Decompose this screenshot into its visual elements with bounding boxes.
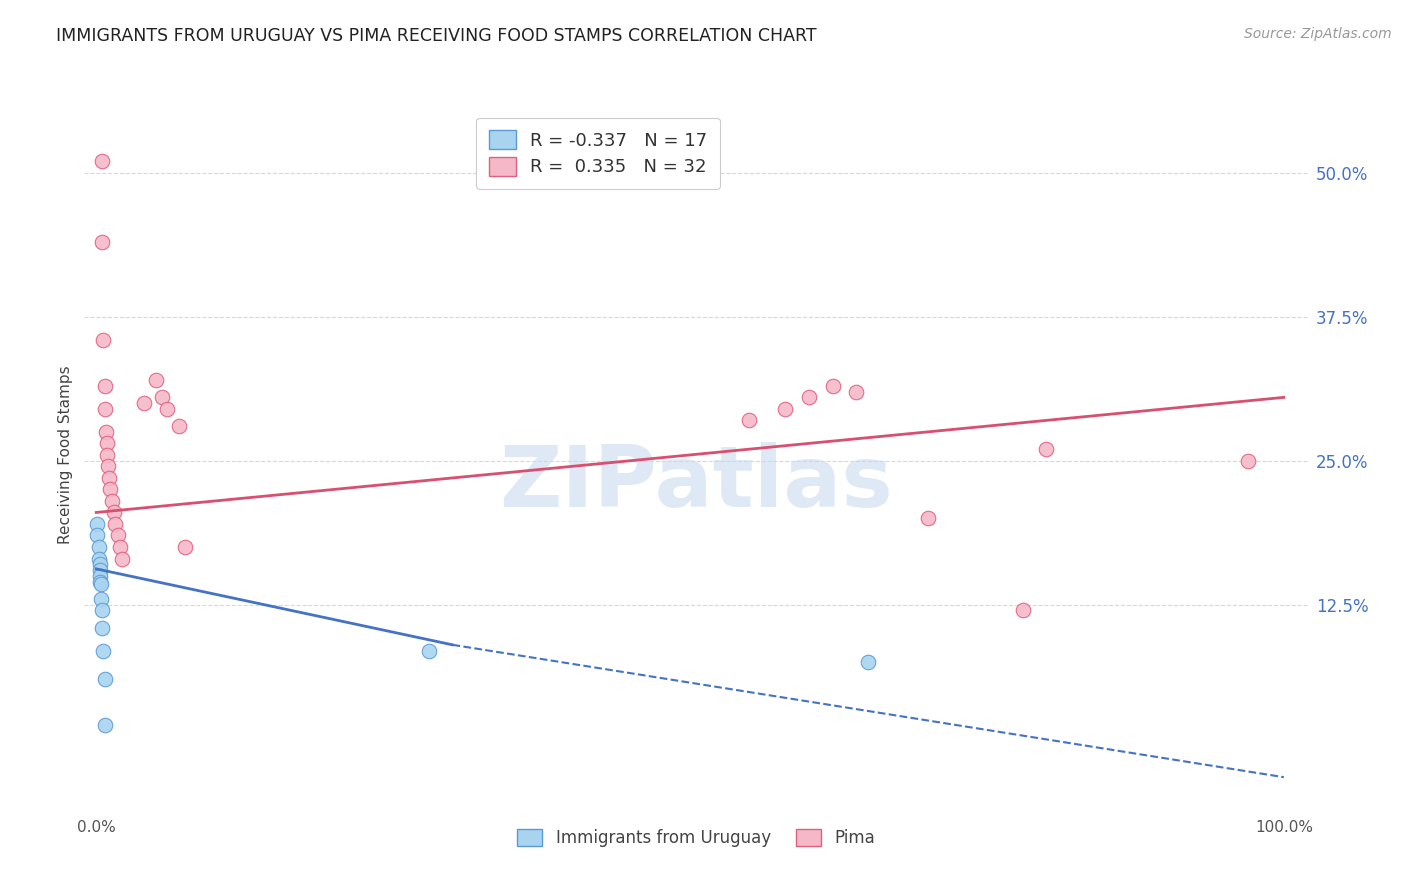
Point [89,574,111,589]
Point [100,483,122,497]
Point [418,643,440,657]
Point [917,511,939,525]
Legend: Immigrants from Uruguay, Pima: Immigrants from Uruguay, Pima [510,822,882,854]
Text: Source: ZipAtlas.com: Source: ZipAtlas.com [1244,27,1392,41]
Point [821,379,844,393]
Point [87,540,110,554]
Point [86,528,108,542]
Point [103,506,125,520]
Point [93,643,115,657]
Point [108,540,131,554]
Text: IMMIGRANTS FROM URUGUAY VS PIMA RECEIVING FOOD STAMPS CORRELATION CHART: IMMIGRANTS FROM URUGUAY VS PIMA RECEIVIN… [56,27,817,45]
Point [150,390,173,404]
Point [96,436,118,450]
Point [111,551,134,566]
Point [90,591,112,606]
Point [91,235,114,249]
Point [169,419,191,434]
Point [738,413,761,427]
Point [145,373,167,387]
Point [93,673,115,687]
Point [90,577,112,591]
Point [856,655,879,669]
Point [96,448,118,462]
Point [91,621,114,635]
Point [93,718,115,732]
Point [845,384,868,399]
Point [1035,442,1057,457]
Point [156,401,179,416]
Point [98,471,121,485]
Point [1011,603,1033,617]
Point [93,379,115,393]
Point [89,568,111,582]
Point [86,516,108,531]
Point [174,540,197,554]
Point [89,558,111,572]
Point [91,603,114,617]
Point [93,401,115,416]
Point [1237,453,1260,467]
Point [107,528,129,542]
Point [773,401,796,416]
Point [89,563,111,577]
Y-axis label: Receiving Food Stamps: Receiving Food Stamps [58,366,73,544]
Point [100,494,122,508]
Text: ZIPatlas: ZIPatlas [499,442,893,525]
Point [104,516,127,531]
Point [94,425,117,439]
Point [93,333,115,347]
Point [97,459,120,474]
Point [91,154,114,169]
Point [87,551,110,566]
Point [132,396,155,410]
Point [797,390,820,404]
